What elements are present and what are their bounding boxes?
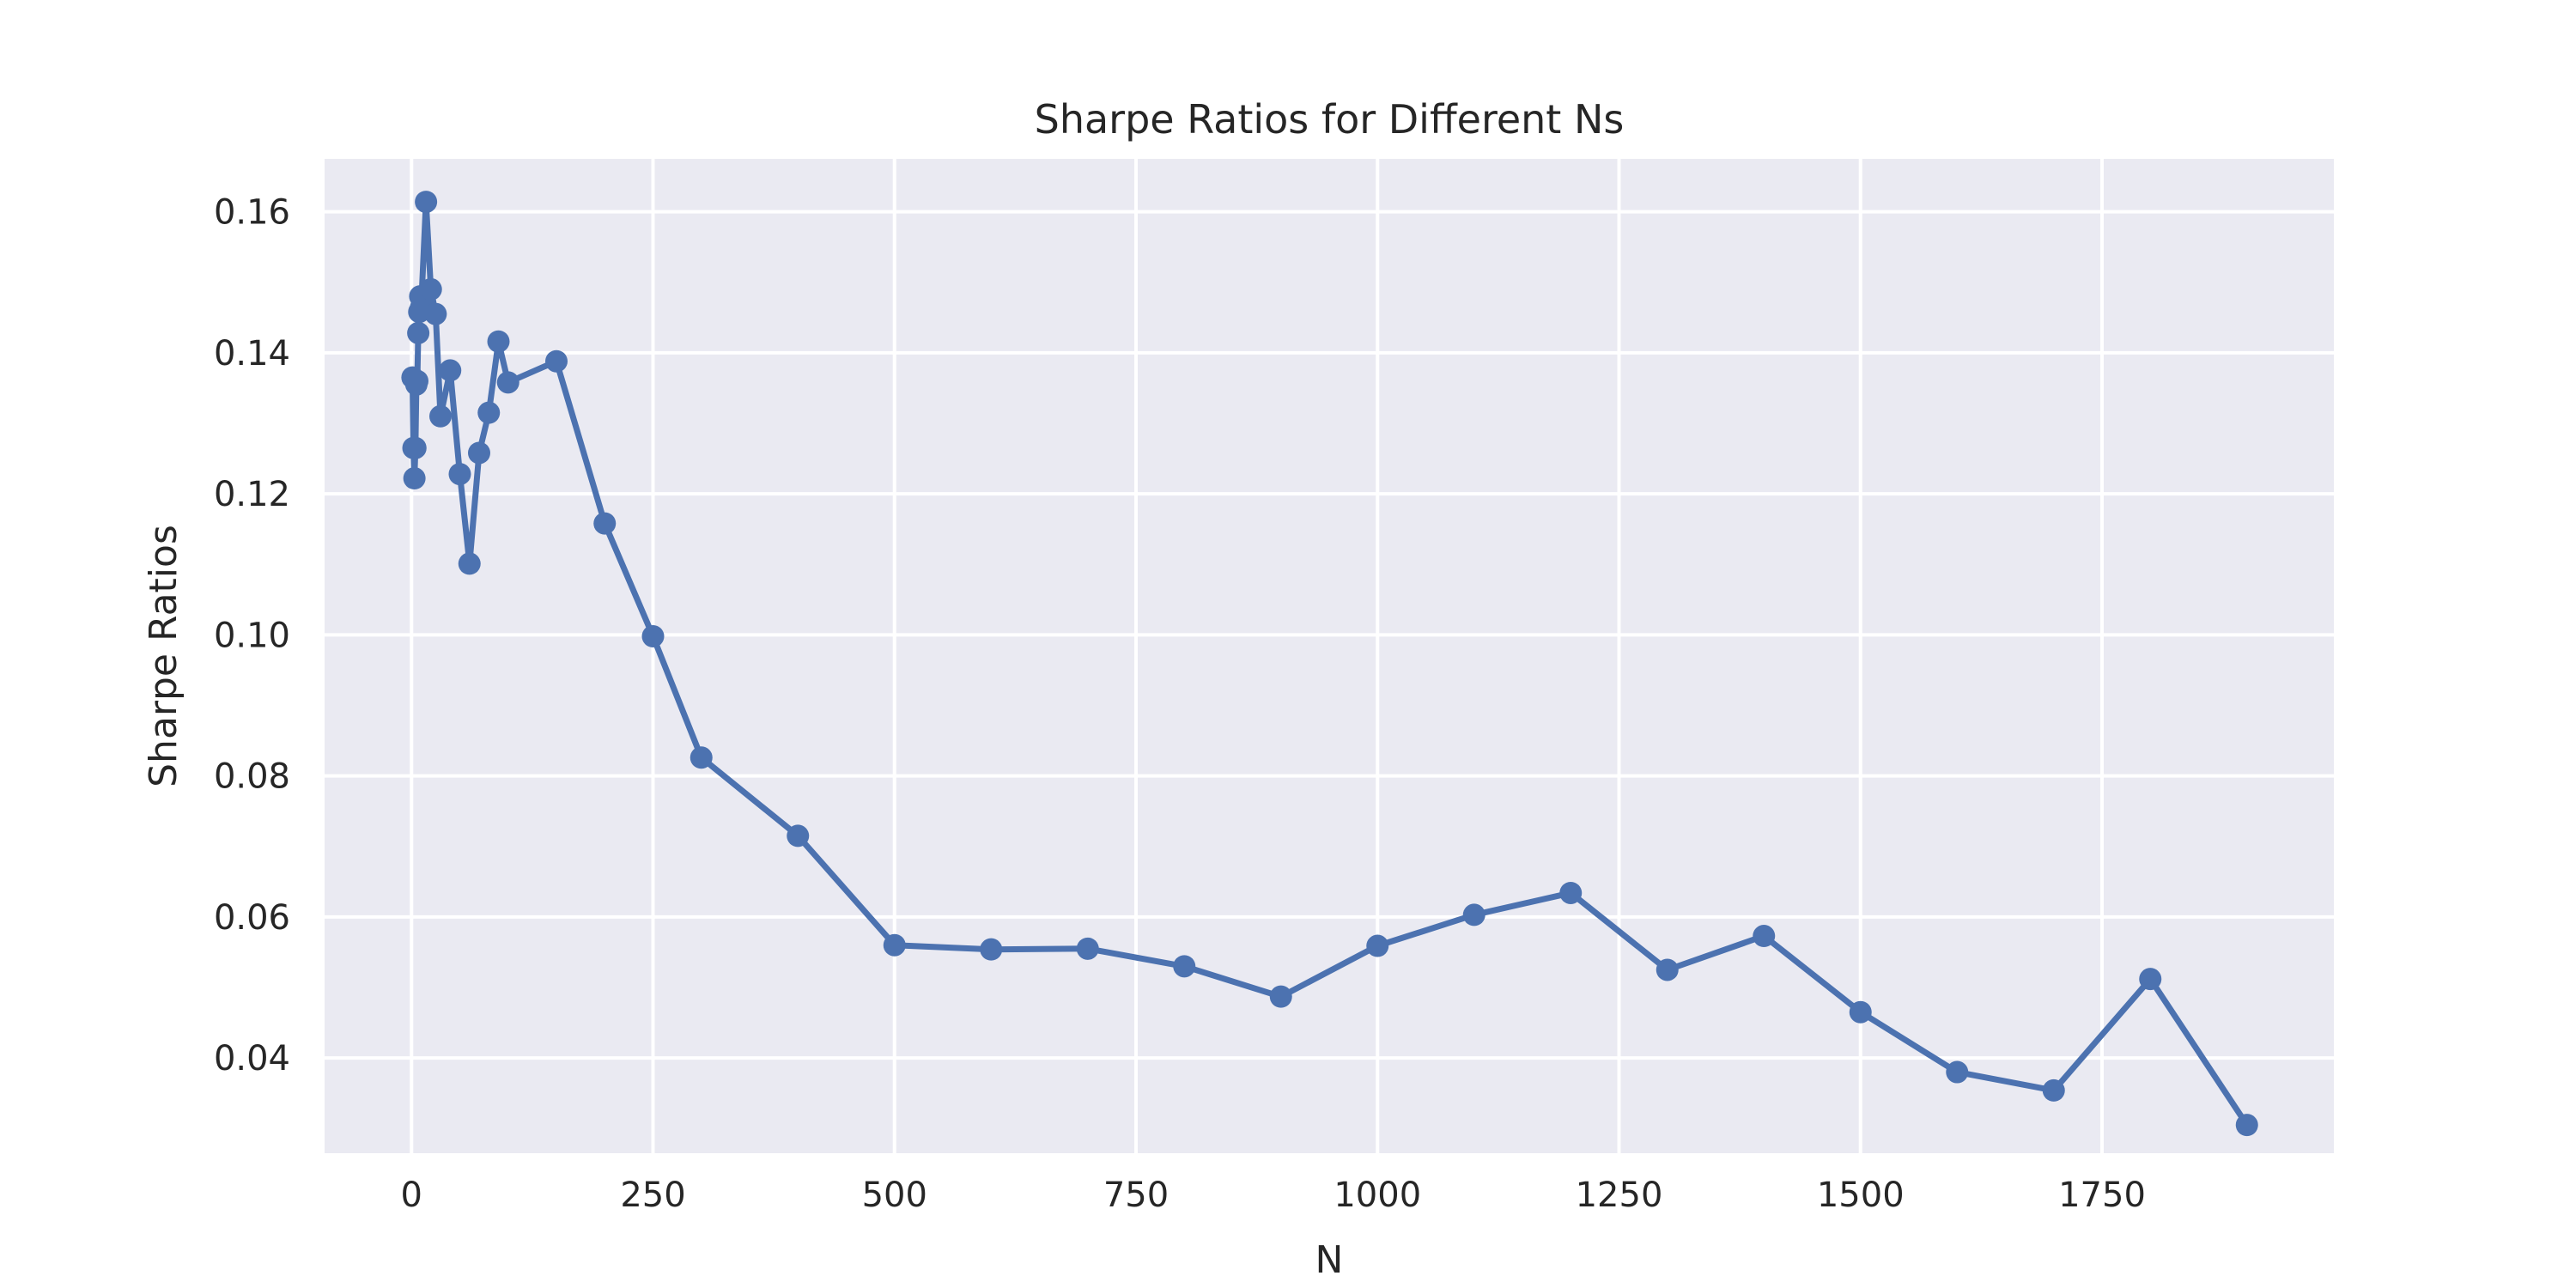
y-tick-label: 0.14 bbox=[214, 334, 290, 374]
data-point bbox=[487, 330, 510, 353]
y-tick-label: 0.16 bbox=[214, 193, 290, 233]
y-tick-label: 0.08 bbox=[214, 757, 290, 797]
data-point bbox=[883, 933, 906, 957]
x-tick-label: 0 bbox=[401, 1176, 422, 1215]
data-point bbox=[1366, 934, 1389, 957]
data-point bbox=[439, 359, 462, 382]
x-tick-label: 250 bbox=[620, 1176, 685, 1215]
x-axis-label: N bbox=[1315, 1238, 1344, 1282]
data-point bbox=[690, 746, 713, 769]
data-point bbox=[1462, 903, 1485, 927]
data-point bbox=[1656, 958, 1679, 981]
data-point bbox=[2235, 1114, 2258, 1137]
data-point bbox=[787, 824, 810, 848]
y-tick-label: 0.04 bbox=[214, 1039, 290, 1078]
data-point bbox=[407, 321, 430, 344]
x-tick-label: 1000 bbox=[1334, 1176, 1421, 1215]
y-axis-label: Sharpe Ratios bbox=[142, 525, 185, 787]
data-point bbox=[429, 404, 452, 428]
data-point bbox=[641, 625, 665, 648]
data-point bbox=[2139, 968, 2162, 991]
y-tick-labels: 0.04 0.06 0.08 0.10 0.12 0.14 0.16 bbox=[214, 193, 290, 1079]
series-group bbox=[401, 191, 2258, 1137]
data-point bbox=[419, 277, 442, 301]
chart-title: Sharpe Ratios for Different Ns bbox=[1035, 96, 1625, 143]
data-point bbox=[1173, 955, 1196, 978]
data-point bbox=[496, 371, 519, 394]
data-point bbox=[1753, 925, 1776, 948]
x-tick-label: 1750 bbox=[2058, 1176, 2146, 1215]
data-point bbox=[468, 441, 490, 465]
x-tick-label: 500 bbox=[862, 1176, 927, 1215]
data-point bbox=[545, 349, 568, 373]
x-tick-label: 750 bbox=[1103, 1176, 1169, 1215]
data-point bbox=[448, 463, 471, 486]
data-point bbox=[1849, 1000, 1872, 1024]
data-point bbox=[415, 191, 438, 214]
data-point bbox=[980, 938, 1003, 961]
data-point bbox=[1559, 881, 1583, 904]
data-point bbox=[1076, 937, 1099, 960]
data-point bbox=[1946, 1060, 1969, 1084]
data-point bbox=[1269, 985, 1292, 1008]
y-tick-label: 0.10 bbox=[214, 616, 290, 655]
data-point bbox=[404, 436, 427, 459]
x-tick-labels: 0 250 500 750 1000 1250 1500 1750 bbox=[401, 1176, 2146, 1215]
data-point bbox=[406, 369, 428, 392]
data-point bbox=[424, 302, 447, 325]
data-point bbox=[593, 512, 617, 535]
x-tick-label: 1500 bbox=[1817, 1176, 1905, 1215]
data-point bbox=[403, 467, 426, 490]
data-point bbox=[2042, 1078, 2065, 1102]
y-tick-label: 0.12 bbox=[214, 475, 290, 514]
data-point bbox=[458, 552, 481, 575]
x-tick-label: 1250 bbox=[1576, 1176, 1663, 1215]
y-tick-label: 0.06 bbox=[214, 898, 290, 938]
data-point bbox=[477, 401, 501, 424]
plot-background bbox=[325, 159, 2334, 1153]
